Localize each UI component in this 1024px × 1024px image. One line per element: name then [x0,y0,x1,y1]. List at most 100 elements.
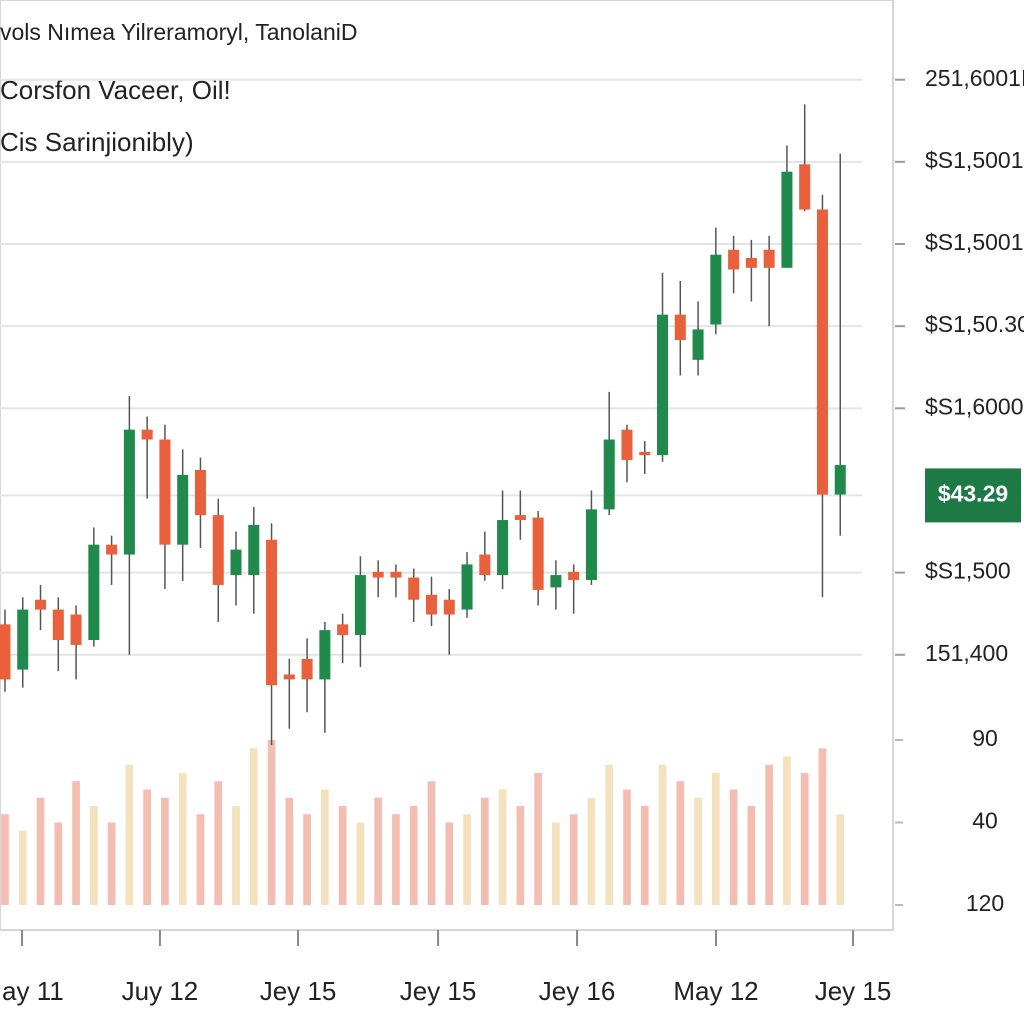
volume-bar [694,797,702,905]
chart-title: vols Nımea Yilreramoryl, TanolaniD [0,19,358,45]
volume-bar [587,797,596,905]
x-tick-label: Jey 16 [539,976,616,1006]
candle-body [710,254,722,325]
candle-body [834,465,846,495]
candle-body [816,209,828,495]
candle-body [52,609,64,640]
candle-body [266,539,278,686]
x-tick-label: Jey 15 [400,976,477,1006]
candle-body [585,509,597,581]
candle-body [621,429,633,461]
candle-body [123,429,135,555]
volume-bar [534,773,542,905]
volume-bar [1,814,9,905]
volume-bar [747,806,756,905]
volume-bar [836,814,845,905]
volume-bar [178,773,187,905]
y-tick-label: $S1,50019 [925,147,1024,173]
volume-bar [463,814,471,905]
volume-bar [249,748,258,905]
plot-frame [0,0,894,931]
candle-body [35,599,47,610]
candle-body [692,329,704,360]
candle-body [657,314,669,456]
candle-body [514,515,526,521]
candle-body [479,554,491,576]
volume-bar [89,806,98,905]
volume-bar [427,781,436,905]
candle-body [319,630,331,680]
volume-bar [356,822,365,905]
volume-bar [783,756,791,905]
volume-bar [214,781,223,905]
candle-body [372,571,384,578]
volume-bar [409,806,418,905]
volume-tick-label: 90 [972,725,998,751]
volume-tick-label: 120 [966,890,1004,916]
x-tick-label: May 11 [0,976,64,1006]
volume-bar [125,764,134,905]
volume-bar [676,781,685,905]
volume-bar [818,748,827,905]
volume-bar [267,740,276,905]
volume-bar [338,806,347,905]
volume-bar [640,806,649,905]
volume-bar [800,773,809,905]
volume-bar [107,822,116,905]
candle-body [390,571,402,578]
price-badge-label: $43.29 [938,480,1008,506]
volume-bar [445,822,454,905]
candle-body [728,249,740,270]
volume-bar [18,830,27,905]
candle-body [532,517,544,590]
candle-body [88,544,100,640]
candle-body [603,439,615,510]
candle-body [568,571,580,581]
x-tick-label: Juy 12 [122,976,199,1006]
volume-bar [72,781,80,905]
volume-bar [392,814,400,905]
volume-bar [374,797,383,905]
candle-body [0,624,11,680]
candle-body [425,594,438,615]
candle-body [461,564,473,610]
volume-bar [196,814,205,905]
volume-bar [658,764,667,905]
volume-bar [54,822,63,905]
volume-bar [552,822,560,905]
volume-bar [232,806,240,905]
candle-body [141,429,153,440]
candle-body [159,439,171,545]
volume-bar [321,789,329,905]
candle-body [550,575,562,588]
candle-body [408,577,420,600]
y-tick-label: $S1,50014 [925,229,1024,255]
candle-body [70,614,82,645]
candle-body [443,599,455,615]
volume-bar [623,789,631,905]
volume-bar [729,789,738,905]
volume-bar [36,797,45,905]
volume-bar [569,814,578,905]
x-tick-label: Jey 15 [260,976,337,1006]
y-tick-label: $S1,500 [925,558,1011,584]
price-badge [925,468,1021,523]
candle-body [17,609,29,670]
volume-bar [498,789,507,905]
x-tick-label: May 12 [673,976,758,1006]
candle-body [799,164,811,210]
volume-bar [303,814,311,905]
y-tick-label: 251,6001I [925,65,1024,91]
candle-body [745,257,757,268]
volume-bar [711,773,720,905]
candle-body [337,624,349,636]
y-tick-label: $S1,50.30 [925,311,1024,337]
volume-bar [143,789,152,905]
volume-bar [605,764,614,905]
candle-body [301,658,313,680]
candle-body [674,314,686,341]
volume-bar [161,797,169,905]
candle-body [354,575,366,636]
candle-body [248,524,260,576]
